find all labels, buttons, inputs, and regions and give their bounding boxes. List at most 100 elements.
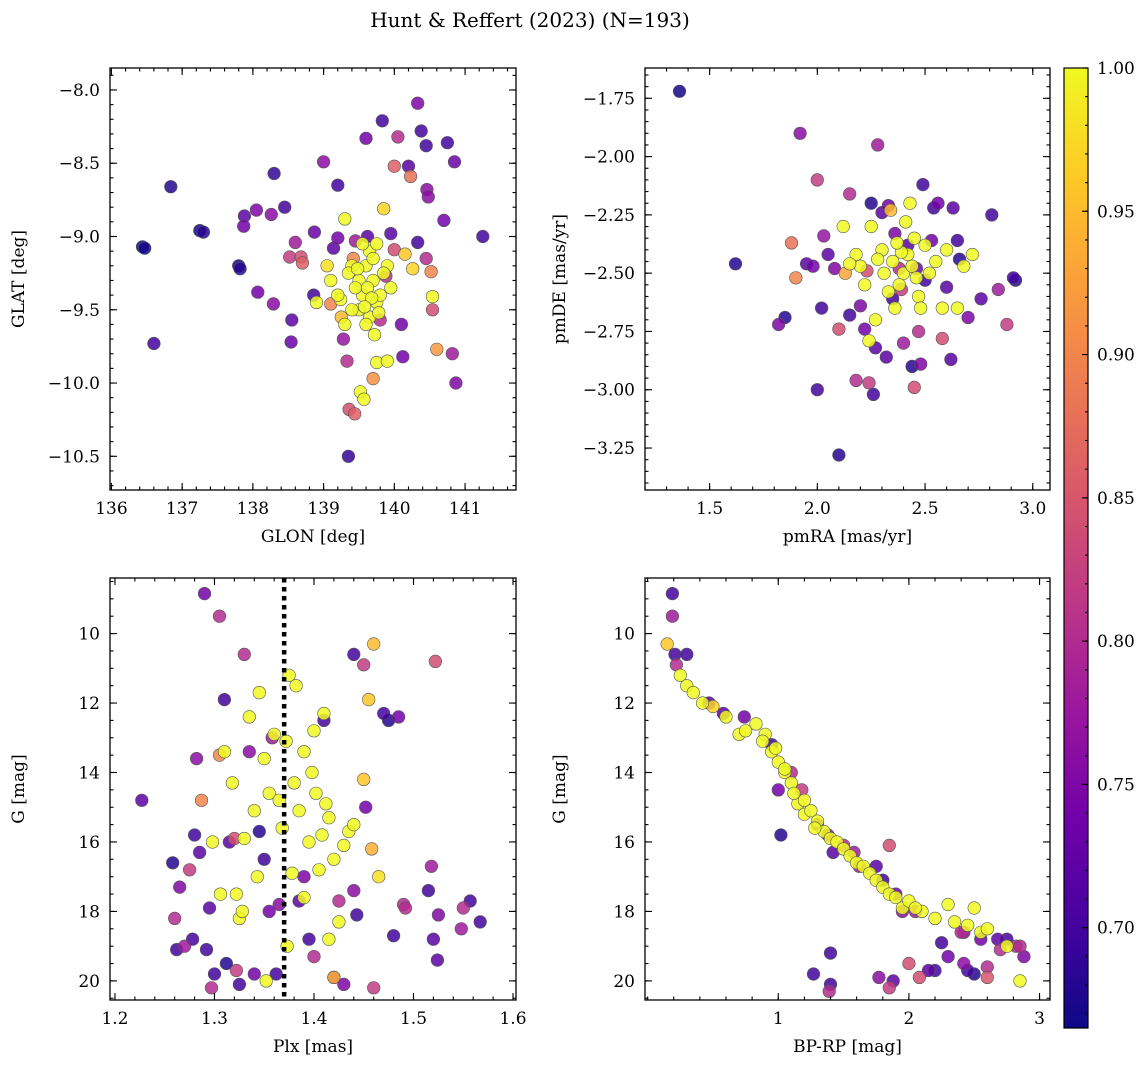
data-point [307,949,321,964]
data-point [912,970,927,985]
y-tick-label: −3.25 [583,439,635,459]
data-point [755,734,770,748]
data-point [787,786,801,800]
data-point [355,237,370,251]
data-point [213,887,228,901]
axes-frame [109,577,517,1001]
y-tick-label: −2.25 [583,206,635,226]
data-point [879,350,893,364]
data-point [896,266,911,280]
colorbar-tick-label: 0.75 [1097,775,1135,795]
data-point [918,238,932,252]
data-point [196,225,210,239]
figure-title: Hunt & Reffert (2023) (N=193) [370,8,690,32]
data-point [957,956,971,971]
data-point [922,266,937,280]
data-point [883,203,898,217]
y-tick-label: −9.5 [59,301,100,321]
data-point [359,131,373,145]
data-point [849,247,863,262]
data-point [289,679,303,693]
data-point [797,793,812,807]
data-point [866,387,881,402]
data-point [686,685,700,700]
x-tick-label: 2.5 [912,499,939,519]
data-point [985,208,999,222]
x-tick-label: 3 [1034,1009,1045,1029]
x-tick-label: 140 [378,499,410,519]
data-point [384,227,398,241]
data-point [899,215,913,229]
data-point [950,233,965,248]
data-point [665,586,680,601]
data-point [322,811,336,825]
data-point [166,856,180,870]
data-point [1006,271,1021,285]
x-axis-label: Plx [mas] [273,1037,353,1057]
data-point [350,908,364,922]
data-point [872,970,886,985]
x-tick-label: 141 [449,499,481,519]
data-point [911,324,926,339]
x-tick-label: 3.0 [1019,499,1046,519]
data-point [375,114,389,128]
y-axis-label: G [mag] [9,754,29,823]
x-tick-label: 137 [166,499,198,519]
data-point [292,804,306,818]
data-point [437,213,451,227]
data-point [302,932,316,946]
x-axis-label: BP-RP [mag] [793,1037,902,1057]
data-point [387,929,401,943]
data-point [822,984,836,998]
data-point [252,685,266,700]
x-tick-label: 1.6 [499,1009,526,1029]
data-point [202,901,217,915]
data-point [961,310,975,325]
data-point [365,842,379,856]
data-point [719,710,733,724]
data-point [414,124,428,138]
data-point [680,647,694,662]
data-point [404,169,418,183]
data-point [862,376,876,390]
data-point [278,200,292,214]
data-point [858,322,872,336]
data-point [428,654,443,669]
data-point [941,949,955,964]
x-tick-label: 1.4 [300,1009,327,1029]
data-point [348,281,363,295]
data-point [307,225,322,239]
data-point [297,745,311,759]
data-point [853,259,868,273]
data-point [738,724,753,738]
data-point [312,863,326,877]
data-point [225,776,239,790]
data-point [338,317,352,332]
data-point [357,392,371,406]
y-tick-label: −1.75 [583,89,635,109]
data-point [728,257,743,271]
data-point [473,915,487,929]
data-point [217,745,231,759]
data-point [421,190,435,204]
data-point [262,904,276,919]
y-tick-label: 18 [78,902,100,922]
data-point [430,953,445,967]
data-point [440,136,455,150]
colorbar-gradient [1063,67,1089,1029]
data-point [147,336,161,351]
data-point [340,354,354,368]
data-point [337,977,351,992]
data-point [237,647,251,662]
data-point [823,946,838,960]
data-point [367,637,381,651]
data-point [259,974,273,988]
data-point [194,793,209,807]
data-point [476,229,490,244]
data-point [190,751,204,766]
data-point [778,762,792,776]
data-point [358,300,372,314]
data-point [771,783,785,797]
data-point [888,301,902,315]
data-point [793,126,807,140]
